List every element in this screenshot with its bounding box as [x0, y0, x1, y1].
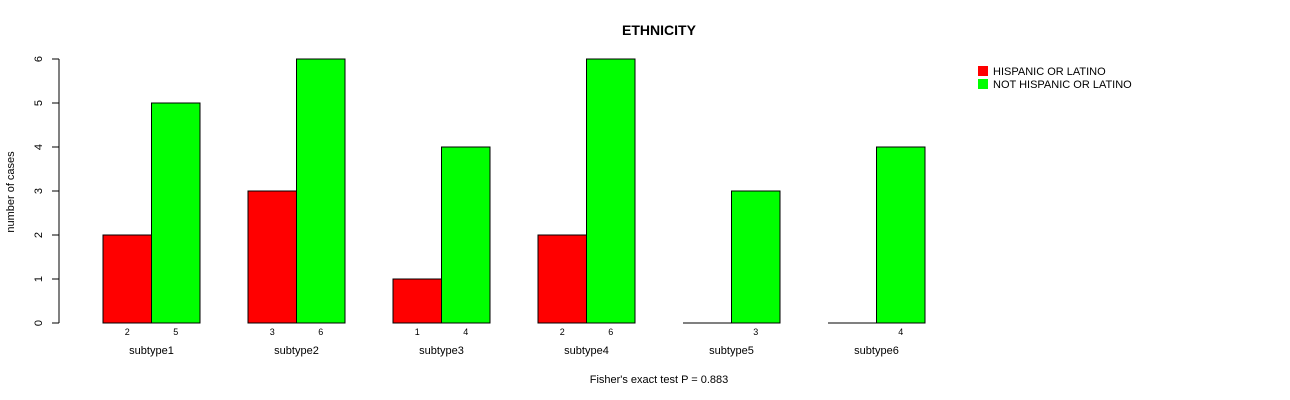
bar-not-hispanic-or-latino: [151, 102, 201, 324]
chart-title: ETHNICITY: [622, 22, 697, 38]
bar-count-label: 6: [608, 327, 613, 337]
bar-hispanic-or-latino: [392, 278, 442, 324]
legend-swatch-hispanic-or-latino: [978, 66, 988, 76]
category-label: subtype6: [854, 345, 899, 357]
bar-hispanic-or-latino: [102, 234, 152, 324]
bar-count-label: 2: [560, 327, 565, 337]
bar-not-hispanic-or-latino: [296, 58, 346, 324]
bar-count-label: 4: [898, 327, 903, 337]
bar-not-hispanic-or-latino: [876, 146, 926, 324]
bar-count-label: 2: [125, 327, 130, 337]
fisher-test-footnote: Fisher's exact test P = 0.883: [590, 374, 729, 386]
bar-not-hispanic-or-latino: [731, 190, 781, 324]
bar-group: 1 4 subtype3: [392, 146, 491, 357]
y-axis-label: number of cases: [5, 151, 17, 233]
legend-label-not-hispanic-or-latino: NOT HISPANIC OR LATINO: [993, 79, 1132, 91]
y-tick-label: 0: [33, 320, 45, 326]
bar-group: 2 5 subtype1: [102, 102, 201, 357]
bar-group: 4 subtype6: [828, 146, 926, 357]
y-tick-label: 2: [33, 232, 45, 238]
bar-hispanic-or-latino: [247, 190, 297, 324]
bar-group: 3 subtype5: [683, 190, 781, 357]
bar-groups: 2 5 subtype1 3 6 subtype2 1 4 subtype3 2 6 subtype4…: [102, 58, 926, 357]
legend-swatch-not-hispanic-or-latino: [978, 79, 988, 89]
legend-label-hispanic-or-latino: HISPANIC OR LATINO: [993, 66, 1106, 78]
y-tick-label: 4: [33, 144, 45, 150]
bar-not-hispanic-or-latino: [441, 146, 491, 324]
y-tick-label: 6: [33, 56, 45, 62]
bar-count-label: 3: [753, 327, 758, 337]
y-axis-ticks: 0 1 2 3 4 5 6: [33, 56, 59, 326]
category-label: subtype4: [564, 345, 609, 357]
y-tick-label: 3: [33, 188, 45, 194]
category-label: subtype2: [274, 345, 319, 357]
bar-hispanic-or-latino: [537, 234, 587, 324]
bar-count-label: 6: [318, 327, 323, 337]
bar-count-label: 5: [173, 327, 178, 337]
category-label: subtype1: [129, 345, 174, 357]
category-label: subtype5: [709, 345, 754, 357]
category-label: subtype3: [419, 345, 464, 357]
bar-not-hispanic-or-latino: [586, 58, 636, 324]
y-tick-label: 5: [33, 100, 45, 106]
bar-group: 3 6 subtype2: [247, 58, 346, 357]
bar-count-label: 1: [415, 327, 420, 337]
bar-count-label: 4: [463, 327, 468, 337]
y-tick-label: 1: [33, 276, 45, 282]
bar-group: 2 6 subtype4: [537, 58, 636, 357]
bar-count-label: 3: [270, 327, 275, 337]
